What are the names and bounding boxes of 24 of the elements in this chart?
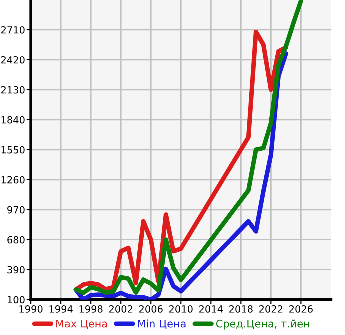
x-tick-label: 2022 [260, 306, 283, 313]
y-tick-label: 1550 [2, 146, 25, 154]
y-tick-label: 2710 [1, 26, 25, 34]
x-tick-label: 1990 [20, 306, 43, 313]
x-tick-label: 1994 [50, 306, 73, 313]
y-tick-label: 1260 [2, 176, 25, 184]
x-tick-label: 2002 [109, 306, 132, 313]
legend-label: Max Цена [56, 320, 108, 330]
y-tick-label: 680 [8, 236, 25, 244]
x-tick-label: 2026 [290, 306, 313, 313]
x-tick-label: 2006 [139, 306, 163, 313]
y-tick-label: 390 [8, 266, 25, 274]
x-tick-label: 2018 [229, 306, 253, 313]
x-tick-label: 2014 [199, 306, 223, 313]
legend-label: Min Цена [138, 320, 186, 330]
x-tick-label: 2010 [169, 306, 193, 313]
y-tick-label: 100 [8, 296, 25, 304]
legend-label: Сред.Цена, т.йен [216, 320, 310, 330]
y-tick-label: 2420 [1, 56, 25, 64]
y-tick-label: 970 [8, 206, 25, 214]
line-series [74, 0, 304, 296]
y-tick-label: 1840 [2, 116, 25, 124]
y-tick-label: 2130 [1, 86, 25, 94]
x-tick-label: 1998 [80, 306, 103, 313]
